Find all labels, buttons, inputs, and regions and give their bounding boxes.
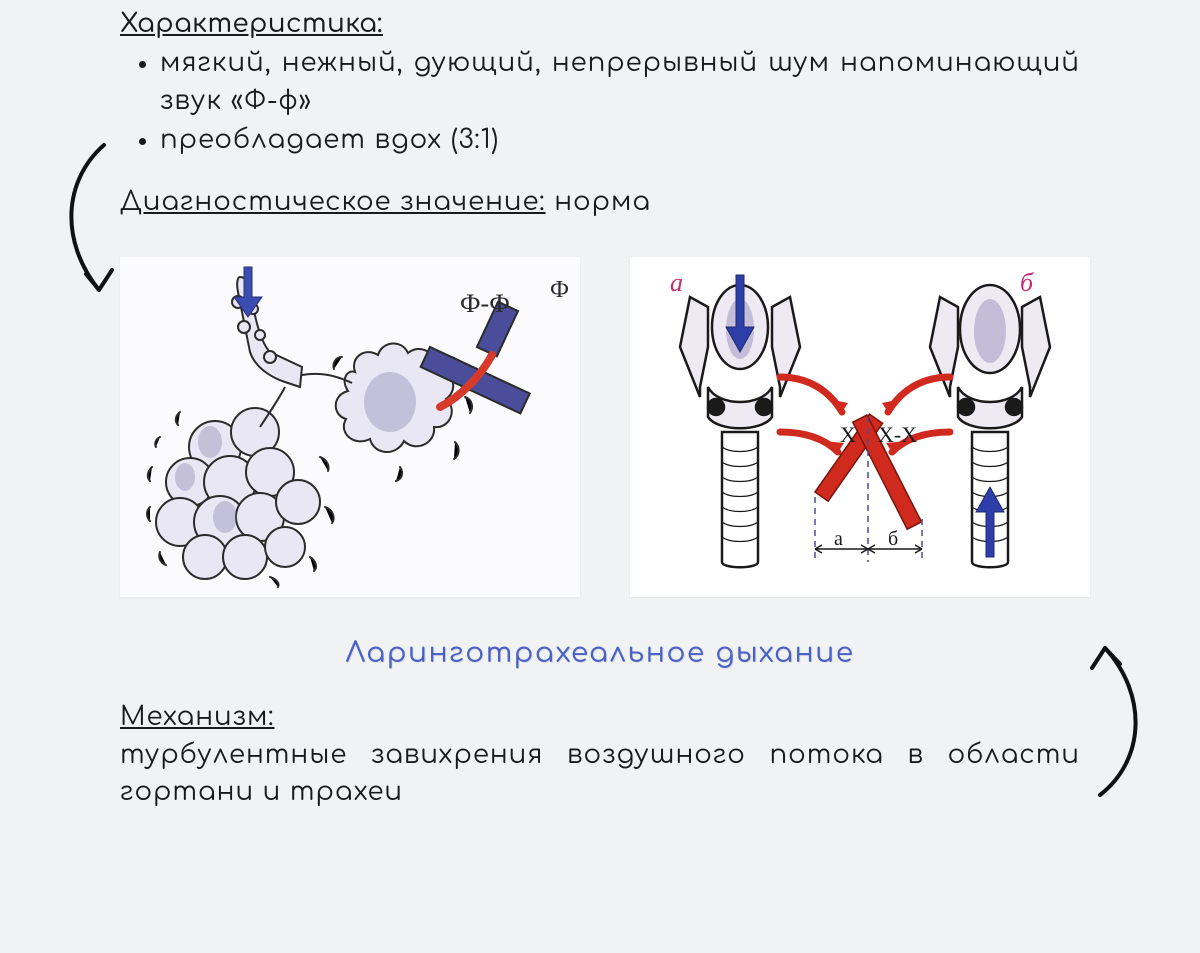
figure-right-axis-a: а: [834, 528, 843, 550]
figure-left-label-inset: Ф-Ф: [460, 289, 510, 318]
figure-right-label-b: б: [1020, 268, 1034, 297]
characteristic-bullet: мягкий, нежный, дующий, непрерывный шум …: [160, 45, 1080, 120]
characteristic-bullet: преобладает вдох (3:1): [160, 122, 1080, 160]
mechanism-text: турбулентные завихрения воздушного поток…: [120, 741, 1080, 808]
figure-larynx: а б: [630, 257, 1090, 597]
figure-right-label-a: а: [670, 268, 683, 297]
figure-left-label-top: Ф: [550, 277, 569, 303]
figure-right-axis-b: б: [888, 528, 898, 550]
mechanism-block: Механизм: турбулентные завихрения воздуш…: [120, 699, 1080, 812]
diagnostic-value-text: норма: [554, 188, 651, 217]
page: Характеристика: мягкий, нежный, дующий, …: [0, 0, 1200, 953]
characteristic-bullets: мягкий, нежный, дующий, непрерывный шум …: [120, 45, 1080, 160]
figures-row: Ф-Ф Ф а б: [120, 257, 1080, 597]
figure-right-label-xx: Х-Х: [878, 422, 917, 447]
diagnostic-line: Диагностическое значение: норма: [120, 188, 1080, 217]
mechanism-label: Механизм:: [120, 703, 274, 732]
figure-right-label-x: Х: [840, 422, 856, 447]
curved-arrow-right-icon: [1070, 640, 1160, 800]
diagnostic-label: Диагностическое значение:: [120, 188, 546, 217]
content-block: Характеристика: мягкий, нежный, дующий, …: [120, 10, 1080, 812]
figure-alveoli: Ф-Ф Ф: [120, 257, 580, 597]
characteristic-heading: Характеристика:: [120, 10, 1080, 39]
section-subtitle: Ларинготрахеальное дыхание: [120, 637, 1080, 669]
